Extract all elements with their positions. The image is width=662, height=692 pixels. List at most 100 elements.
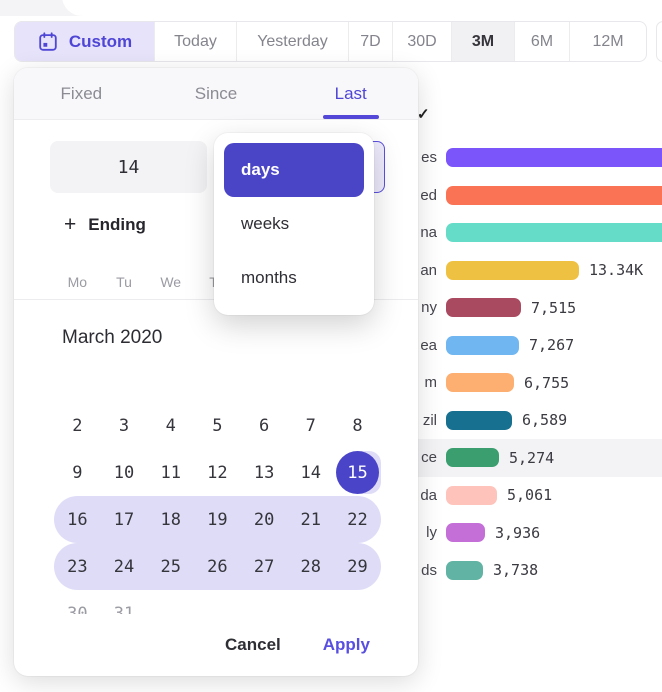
country-value: 7,267 [529, 336, 575, 355]
tab-since[interactable]: Since [194, 83, 238, 103]
checkmark-icon: ✓ [417, 106, 430, 123]
country-bar [446, 260, 579, 280]
country-bar [446, 148, 662, 168]
country-value: 7,515 [531, 298, 577, 317]
day-cell[interactable]: 17 [113, 509, 135, 530]
calendar-grid: 2 3 4 5 6 7 8 9 10 11 12 13 14 15 [54, 378, 381, 614]
day-cell[interactable]: 7 [305, 415, 316, 436]
day-cell[interactable]: 27 [253, 556, 275, 577]
chart-row[interactable]: na [240, 214, 662, 252]
country-bar [446, 523, 485, 543]
country-label: da [420, 486, 437, 504]
day-cell[interactable]: 10 [113, 462, 135, 483]
day-cell[interactable]: 14 [300, 462, 322, 483]
adjacent-control-edge [656, 21, 662, 62]
unit-option-weeks[interactable]: weeks [241, 214, 290, 233]
custom-range-label: Custom [68, 31, 133, 51]
chart-row[interactable]: es [240, 139, 662, 177]
unit-option-days[interactable]: days [224, 143, 364, 197]
country-label: ly [426, 524, 437, 542]
calendar-week-row: 9 10 11 12 13 14 15 [54, 449, 381, 496]
day-cell-selected[interactable]: 15 [334, 449, 381, 496]
day-cell[interactable]: 8 [352, 415, 363, 436]
day-cell[interactable]: 31 [113, 603, 135, 615]
country-label: ea [420, 336, 437, 354]
day-cell[interactable]: 22 [347, 509, 368, 530]
country-label: ce [421, 449, 437, 467]
country-label: m [424, 374, 438, 392]
chart-row[interactable]: an 13.34K [240, 252, 662, 290]
country-value: 3,936 [495, 523, 541, 542]
plus-icon: + [64, 213, 77, 236]
day-cell[interactable]: 26 [207, 556, 228, 577]
day-cell[interactable]: 5 [212, 415, 223, 436]
day-cell[interactable]: 11 [160, 462, 181, 483]
preset-yesterday-button[interactable]: Yesterday [236, 22, 348, 61]
country-label: ds [421, 561, 437, 579]
chart-row[interactable]: ed [240, 177, 662, 215]
country-bar [446, 560, 483, 580]
country-value: 6,755 [524, 373, 570, 392]
weekday-label: Mo [67, 274, 88, 290]
preset-30d-button[interactable]: 30D [392, 22, 451, 61]
country-label: es [421, 149, 437, 167]
chart-row[interactable]: m 6,755 [240, 364, 662, 402]
chart-row[interactable]: ds 3,738 [240, 552, 662, 590]
preset-12m-button[interactable]: 12M [569, 22, 646, 61]
popup-footer: Cancel Apply [14, 614, 418, 676]
day-cell[interactable]: 24 [113, 556, 135, 577]
page-background-strip [0, 0, 662, 16]
apply-button[interactable]: Apply [322, 635, 370, 654]
country-label: na [420, 224, 437, 242]
day-cell[interactable]: 29 [347, 556, 368, 577]
preset-6m-button[interactable]: 6M [514, 22, 569, 61]
day-cell[interactable]: 23 [67, 556, 88, 577]
custom-range-button[interactable]: Custom [15, 22, 154, 61]
day-cell[interactable]: 20 [253, 509, 275, 530]
calendar-week-row-in-range: 23 24 25 26 27 28 29 [54, 543, 381, 590]
day-cell[interactable]: 3 [118, 415, 130, 436]
country-bar [446, 223, 662, 243]
day-cell[interactable]: 13 [253, 462, 275, 483]
tab-last[interactable]: Last [283, 68, 418, 119]
day-cell[interactable]: 19 [207, 509, 228, 530]
preset-today-button[interactable]: Today [154, 22, 236, 61]
chart-row[interactable]: da 5,061 [240, 477, 662, 515]
preset-3m-button[interactable]: 3M [451, 22, 514, 61]
page-background-card [62, 0, 662, 16]
day-cell[interactable]: 6 [258, 415, 270, 436]
day-cell[interactable]: 21 [300, 509, 322, 530]
day-cell[interactable]: 16 [67, 509, 88, 530]
day-cell[interactable]: 9 [72, 462, 83, 483]
day-cell[interactable]: 12 [207, 462, 228, 483]
country-bar [446, 298, 521, 318]
preset-7d-button[interactable]: 7D [348, 22, 392, 61]
country-bar [446, 335, 519, 355]
country-bar [446, 448, 499, 468]
chart-row[interactable]: ea 7,267 [240, 327, 662, 365]
weekday-label: Tu [116, 274, 132, 290]
chart-row[interactable]: ly 3,936 [240, 514, 662, 552]
selected-day-circle: 15 [335, 451, 379, 494]
weekday-label: We [160, 274, 182, 290]
popup-tabs: Fixed Since Last [14, 68, 418, 120]
country-value: 6,589 [522, 411, 568, 430]
add-ending-label: Ending [88, 214, 146, 234]
day-cell[interactable]: 28 [300, 556, 322, 577]
unit-option-months[interactable]: months [241, 268, 297, 287]
chart-row[interactable]: zil 6,589 [240, 402, 662, 440]
chart-row[interactable]: ny 7,515 [240, 289, 662, 327]
add-ending-button[interactable]: + Ending [64, 214, 146, 235]
day-cell[interactable]: 30 [67, 603, 88, 615]
day-cell[interactable]: 18 [160, 509, 181, 530]
date-range-toolbar: Custom Today Yesterday 7D 30D 3M 6M 12M [14, 21, 647, 62]
day-cell[interactable]: 2 [72, 415, 83, 436]
tab-fixed[interactable]: Fixed [60, 83, 103, 103]
day-cell[interactable]: 25 [160, 556, 181, 577]
month-title: March 2020 [62, 327, 163, 348]
unit-dropdown-menu: days weeks months [214, 133, 374, 315]
cancel-button[interactable]: Cancel [225, 635, 281, 654]
day-cell[interactable]: 4 [165, 415, 176, 436]
interval-value-input[interactable] [50, 141, 207, 193]
